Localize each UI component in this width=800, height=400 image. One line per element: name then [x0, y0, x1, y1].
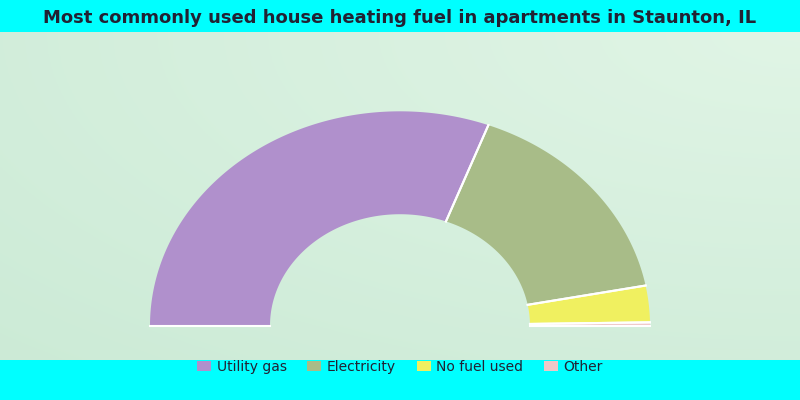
Polygon shape [150, 111, 488, 326]
Polygon shape [528, 286, 650, 324]
Polygon shape [446, 125, 646, 305]
Legend: Utility gas, Electricity, No fuel used, Other: Utility gas, Electricity, No fuel used, … [191, 354, 609, 379]
Polygon shape [530, 322, 650, 326]
Text: Most commonly used house heating fuel in apartments in Staunton, IL: Most commonly used house heating fuel in… [43, 9, 757, 27]
